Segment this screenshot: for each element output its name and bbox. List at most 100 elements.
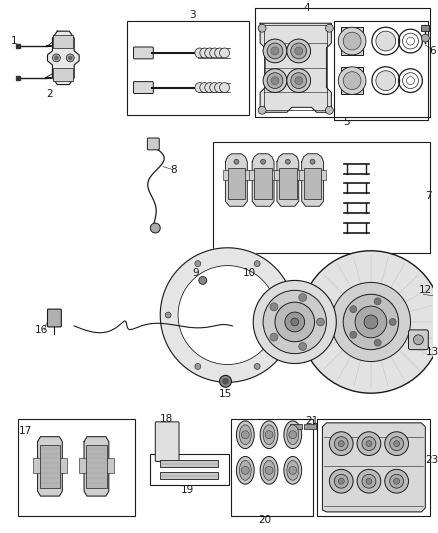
Bar: [245, 169, 250, 180]
Text: 15: 15: [219, 389, 232, 399]
Bar: [18, 419, 134, 516]
Circle shape: [376, 71, 396, 91]
Circle shape: [195, 261, 201, 266]
Bar: [341, 67, 363, 94]
Ellipse shape: [263, 425, 275, 445]
Polygon shape: [47, 31, 79, 85]
Polygon shape: [322, 423, 425, 512]
Bar: [79, 458, 86, 473]
Bar: [213, 142, 430, 253]
Circle shape: [295, 47, 303, 55]
Circle shape: [413, 335, 424, 345]
Circle shape: [219, 83, 230, 93]
Circle shape: [241, 431, 249, 439]
Circle shape: [325, 107, 333, 114]
Circle shape: [254, 261, 260, 266]
Circle shape: [325, 24, 333, 32]
Circle shape: [54, 56, 58, 60]
Bar: [341, 27, 363, 55]
Circle shape: [219, 48, 230, 58]
FancyBboxPatch shape: [409, 330, 428, 350]
Bar: [334, 21, 428, 120]
Circle shape: [385, 432, 409, 456]
Bar: [160, 461, 218, 467]
Circle shape: [241, 466, 249, 474]
Circle shape: [394, 478, 399, 484]
Circle shape: [254, 364, 260, 369]
Bar: [317, 419, 430, 516]
Circle shape: [287, 39, 311, 63]
Circle shape: [215, 83, 225, 93]
Text: 7: 7: [425, 191, 431, 201]
Circle shape: [265, 431, 273, 439]
Circle shape: [334, 437, 348, 450]
Circle shape: [270, 333, 278, 341]
Circle shape: [263, 290, 326, 353]
Text: 18: 18: [159, 414, 173, 424]
Bar: [127, 21, 249, 115]
Bar: [160, 472, 218, 479]
Text: 21: 21: [305, 416, 318, 426]
Circle shape: [263, 39, 287, 63]
Circle shape: [223, 378, 229, 384]
FancyBboxPatch shape: [134, 82, 153, 93]
Bar: [304, 168, 321, 199]
Bar: [297, 169, 302, 180]
Circle shape: [338, 27, 366, 55]
Bar: [39, 445, 60, 488]
Circle shape: [287, 69, 311, 93]
Text: 3: 3: [190, 10, 196, 20]
Bar: [16, 76, 20, 79]
Circle shape: [362, 437, 376, 450]
Circle shape: [343, 72, 361, 90]
Circle shape: [338, 441, 344, 447]
Bar: [223, 169, 227, 180]
Circle shape: [53, 54, 60, 62]
Bar: [53, 68, 73, 80]
Circle shape: [258, 24, 266, 32]
Circle shape: [210, 83, 219, 93]
Text: 19: 19: [181, 485, 194, 495]
Circle shape: [300, 251, 438, 393]
Circle shape: [199, 277, 207, 285]
Bar: [227, 168, 245, 199]
FancyBboxPatch shape: [47, 309, 61, 327]
Circle shape: [200, 83, 210, 93]
Ellipse shape: [284, 456, 302, 484]
Circle shape: [350, 332, 357, 338]
Circle shape: [150, 223, 160, 233]
Circle shape: [299, 294, 307, 302]
Polygon shape: [277, 154, 299, 206]
Polygon shape: [226, 154, 247, 206]
Circle shape: [261, 159, 265, 164]
Circle shape: [285, 312, 305, 332]
Circle shape: [389, 319, 396, 326]
Ellipse shape: [263, 461, 275, 480]
Circle shape: [374, 339, 381, 346]
Circle shape: [394, 441, 399, 447]
Circle shape: [295, 77, 303, 85]
Circle shape: [210, 48, 219, 58]
Circle shape: [355, 306, 387, 338]
Circle shape: [374, 298, 381, 305]
Bar: [107, 458, 114, 473]
Circle shape: [165, 312, 171, 318]
Text: 14: 14: [300, 353, 313, 362]
Text: 8: 8: [170, 165, 177, 175]
Circle shape: [66, 54, 74, 62]
Circle shape: [421, 34, 429, 42]
Ellipse shape: [237, 456, 254, 484]
Circle shape: [270, 303, 278, 311]
Circle shape: [317, 318, 325, 326]
Circle shape: [215, 48, 225, 58]
Bar: [421, 25, 429, 31]
Ellipse shape: [260, 456, 278, 484]
Text: 10: 10: [243, 268, 256, 278]
Circle shape: [267, 43, 283, 59]
Bar: [16, 44, 20, 48]
Text: 4: 4: [304, 3, 310, 13]
FancyBboxPatch shape: [134, 47, 153, 59]
Bar: [299, 169, 304, 180]
FancyBboxPatch shape: [155, 422, 179, 462]
Circle shape: [376, 31, 396, 51]
